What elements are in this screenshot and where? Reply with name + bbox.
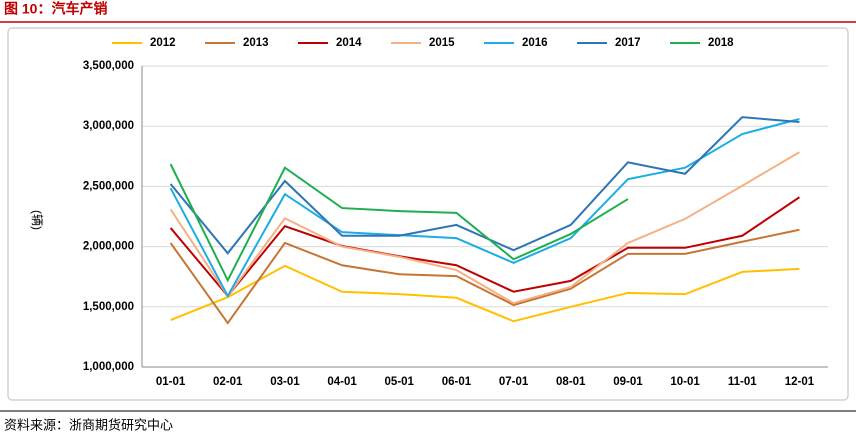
- legend-label: 2017: [615, 37, 641, 49]
- legend-label: 2016: [522, 37, 548, 49]
- legend-label: 2013: [243, 37, 269, 49]
- series-line: [169, 151, 800, 305]
- y-tick-label: 2,000,000: [83, 241, 134, 253]
- x-tick-label: 11-01: [728, 376, 757, 388]
- y-tick-label: 3,500,000: [83, 60, 134, 72]
- series-line: [170, 264, 800, 323]
- x-tick-label: 12-01: [785, 376, 815, 388]
- source-note: 资料来源：浙商期货研究中心: [4, 417, 173, 432]
- series-line: [169, 228, 800, 325]
- legend-label: 2015: [429, 37, 455, 49]
- page-title: 图 10：汽车产销: [4, 1, 107, 17]
- x-tick-label: 01-01: [156, 376, 186, 388]
- x-tick-label: 06-01: [442, 376, 472, 388]
- x-tick-label: 10-01: [670, 376, 700, 388]
- x-tick-label: 08-01: [556, 376, 586, 388]
- legend-label: 2014: [336, 37, 362, 49]
- chart-frame: [7, 27, 849, 401]
- legend-label: 2018: [708, 37, 734, 49]
- series-line: [169, 118, 800, 299]
- y-tick-label: 1,000,000: [83, 361, 134, 373]
- series-line: [169, 116, 800, 255]
- x-tick-label: 07-01: [499, 376, 529, 388]
- x-tick-label: 02-01: [213, 376, 243, 388]
- y-axis-label: (辆): [30, 210, 44, 230]
- x-tick-label: 04-01: [327, 376, 357, 388]
- legend-label: 2012: [150, 37, 176, 49]
- y-tick-label: 3,000,000: [83, 120, 134, 132]
- series-line: [169, 196, 800, 298]
- y-tick-label: 2,500,000: [83, 180, 134, 192]
- x-tick-label: 03-01: [270, 376, 300, 388]
- y-tick-label: 1,500,000: [83, 301, 134, 313]
- series-line: [169, 163, 629, 283]
- x-tick-label: 05-01: [385, 376, 415, 388]
- x-tick-label: 09-01: [613, 376, 643, 388]
